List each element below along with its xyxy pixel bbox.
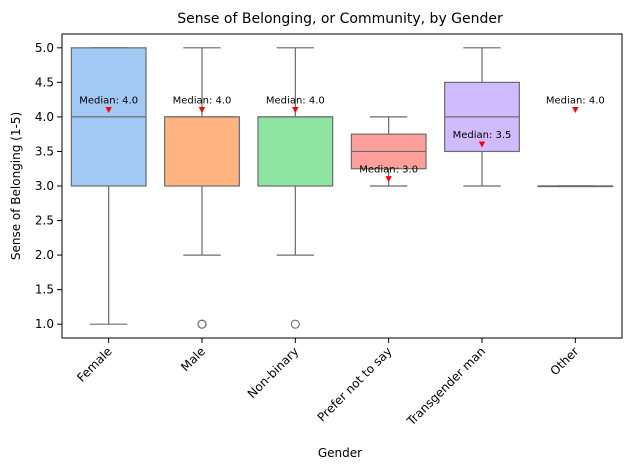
box-group: Median: 4.0 bbox=[70, 47, 147, 325]
y-axis: 1.0 1.5 2.0 2.5 3.0 3.5 4.0 4.5 5.0 bbox=[35, 41, 62, 331]
y-tick-label: 3.0 bbox=[35, 179, 54, 193]
x-tick-label: Female bbox=[74, 344, 115, 385]
median-marker bbox=[292, 107, 299, 113]
median-annotation: Median: 4.0 bbox=[173, 96, 232, 107]
y-tick-label: 1.0 bbox=[35, 317, 54, 331]
box-group: Median: 3.0 bbox=[350, 116, 427, 187]
box-iqr bbox=[164, 116, 240, 187]
median-marker bbox=[572, 107, 579, 113]
outlier-point bbox=[290, 319, 300, 329]
median-marker bbox=[198, 107, 206, 113]
outlier-point bbox=[197, 319, 207, 329]
y-tick-label: 1.5 bbox=[35, 283, 54, 297]
y-tick-label: 4.5 bbox=[35, 75, 54, 89]
x-axis: Female Male Non-binary Prefer not to say Tra… bbox=[74, 338, 581, 429]
plot-area: Median: 4.0 Median: 4.0 Median: 4.0 Median:… bbox=[61, 33, 623, 339]
x-tick-label: Non-binary bbox=[245, 344, 302, 401]
y-tick-label: 2.0 bbox=[35, 248, 54, 262]
median-annotation: Median: 3.5 bbox=[453, 130, 512, 141]
x-tick-label: Male bbox=[178, 344, 208, 374]
y-axis-label: Sense of Belonging (1-5) bbox=[9, 112, 23, 260]
median-marker bbox=[105, 107, 112, 113]
x-tick-label: Transgender man bbox=[403, 344, 488, 429]
x-tick-label: Other bbox=[547, 344, 581, 378]
x-axis-label: Gender bbox=[318, 446, 362, 460]
box-group: Median: 4.0 bbox=[164, 47, 240, 329]
box-iqr bbox=[257, 116, 334, 187]
median-marker bbox=[478, 141, 486, 148]
y-tick-label: 4.0 bbox=[35, 110, 54, 124]
median-annotation: Median: 4.0 bbox=[79, 96, 138, 107]
median-annotation: Median: 4.0 bbox=[266, 96, 325, 107]
chart-title: Sense of Belonging, or Community, by Gen… bbox=[177, 11, 503, 27]
median-annotation: Median: 3.0 bbox=[359, 165, 418, 176]
box-group: Median: 4.0 bbox=[537, 96, 614, 188]
y-tick-label: 5.0 bbox=[35, 41, 54, 55]
median-annotation: Median: 4.0 bbox=[546, 96, 605, 107]
box-group: Median: 3.5 bbox=[444, 47, 520, 187]
median-marker bbox=[385, 176, 392, 183]
y-tick-label: 2.5 bbox=[35, 214, 54, 228]
box-group: Median: 4.0 bbox=[257, 47, 334, 329]
y-tick-label: 3.5 bbox=[35, 144, 54, 158]
x-tick-label: Prefer not to say bbox=[315, 344, 395, 424]
